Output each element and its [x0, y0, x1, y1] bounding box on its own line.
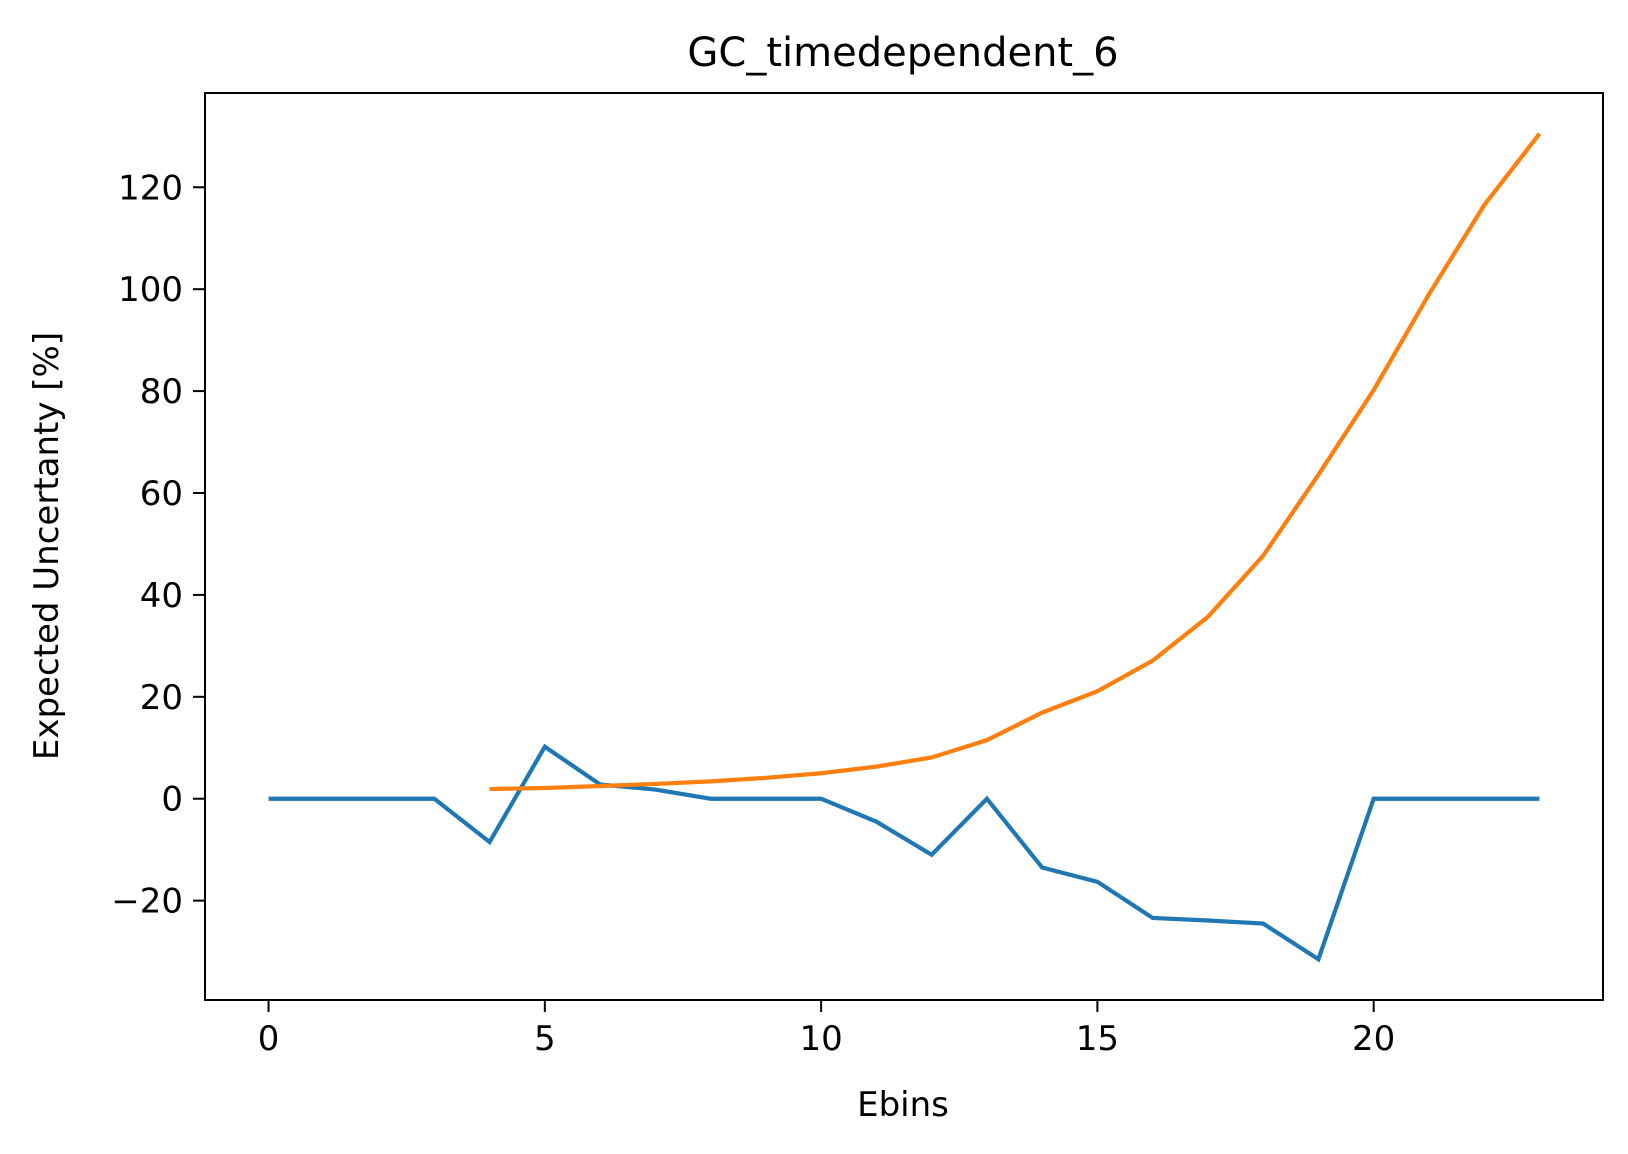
- y-tick-label: 60: [140, 474, 183, 514]
- y-tick-label: 120: [118, 168, 183, 208]
- x-tick-label: 10: [799, 1019, 842, 1059]
- plot-frame: [204, 92, 1604, 1001]
- chart-title: GC_timedependent_6: [687, 30, 1118, 76]
- x-tick-label: 0: [258, 1019, 280, 1059]
- x-tick-label: 5: [534, 1019, 556, 1059]
- y-axis-label: Expected Uncertanty [%]: [27, 332, 67, 760]
- x-axis-label: Ebins: [857, 1085, 949, 1125]
- x-tick-label: 20: [1352, 1019, 1395, 1059]
- y-tick-label: 20: [140, 678, 183, 718]
- y-tick-label: 100: [118, 270, 183, 310]
- x-axis-ticks: 0 5 10 15 20: [258, 1000, 1395, 1059]
- x-tick-label: 15: [1076, 1019, 1119, 1059]
- y-tick-label: 0: [161, 780, 183, 820]
- y-tick-label: 40: [140, 576, 183, 616]
- series-line-2: [489, 132, 1542, 792]
- y-tick-label: −20: [111, 882, 183, 922]
- series-layer: [268, 132, 1542, 963]
- series-line-1: [268, 743, 1540, 963]
- y-axis-ticks: −20 0 20 40 60 80 100 120: [111, 168, 205, 922]
- y-tick-label: 80: [140, 372, 183, 412]
